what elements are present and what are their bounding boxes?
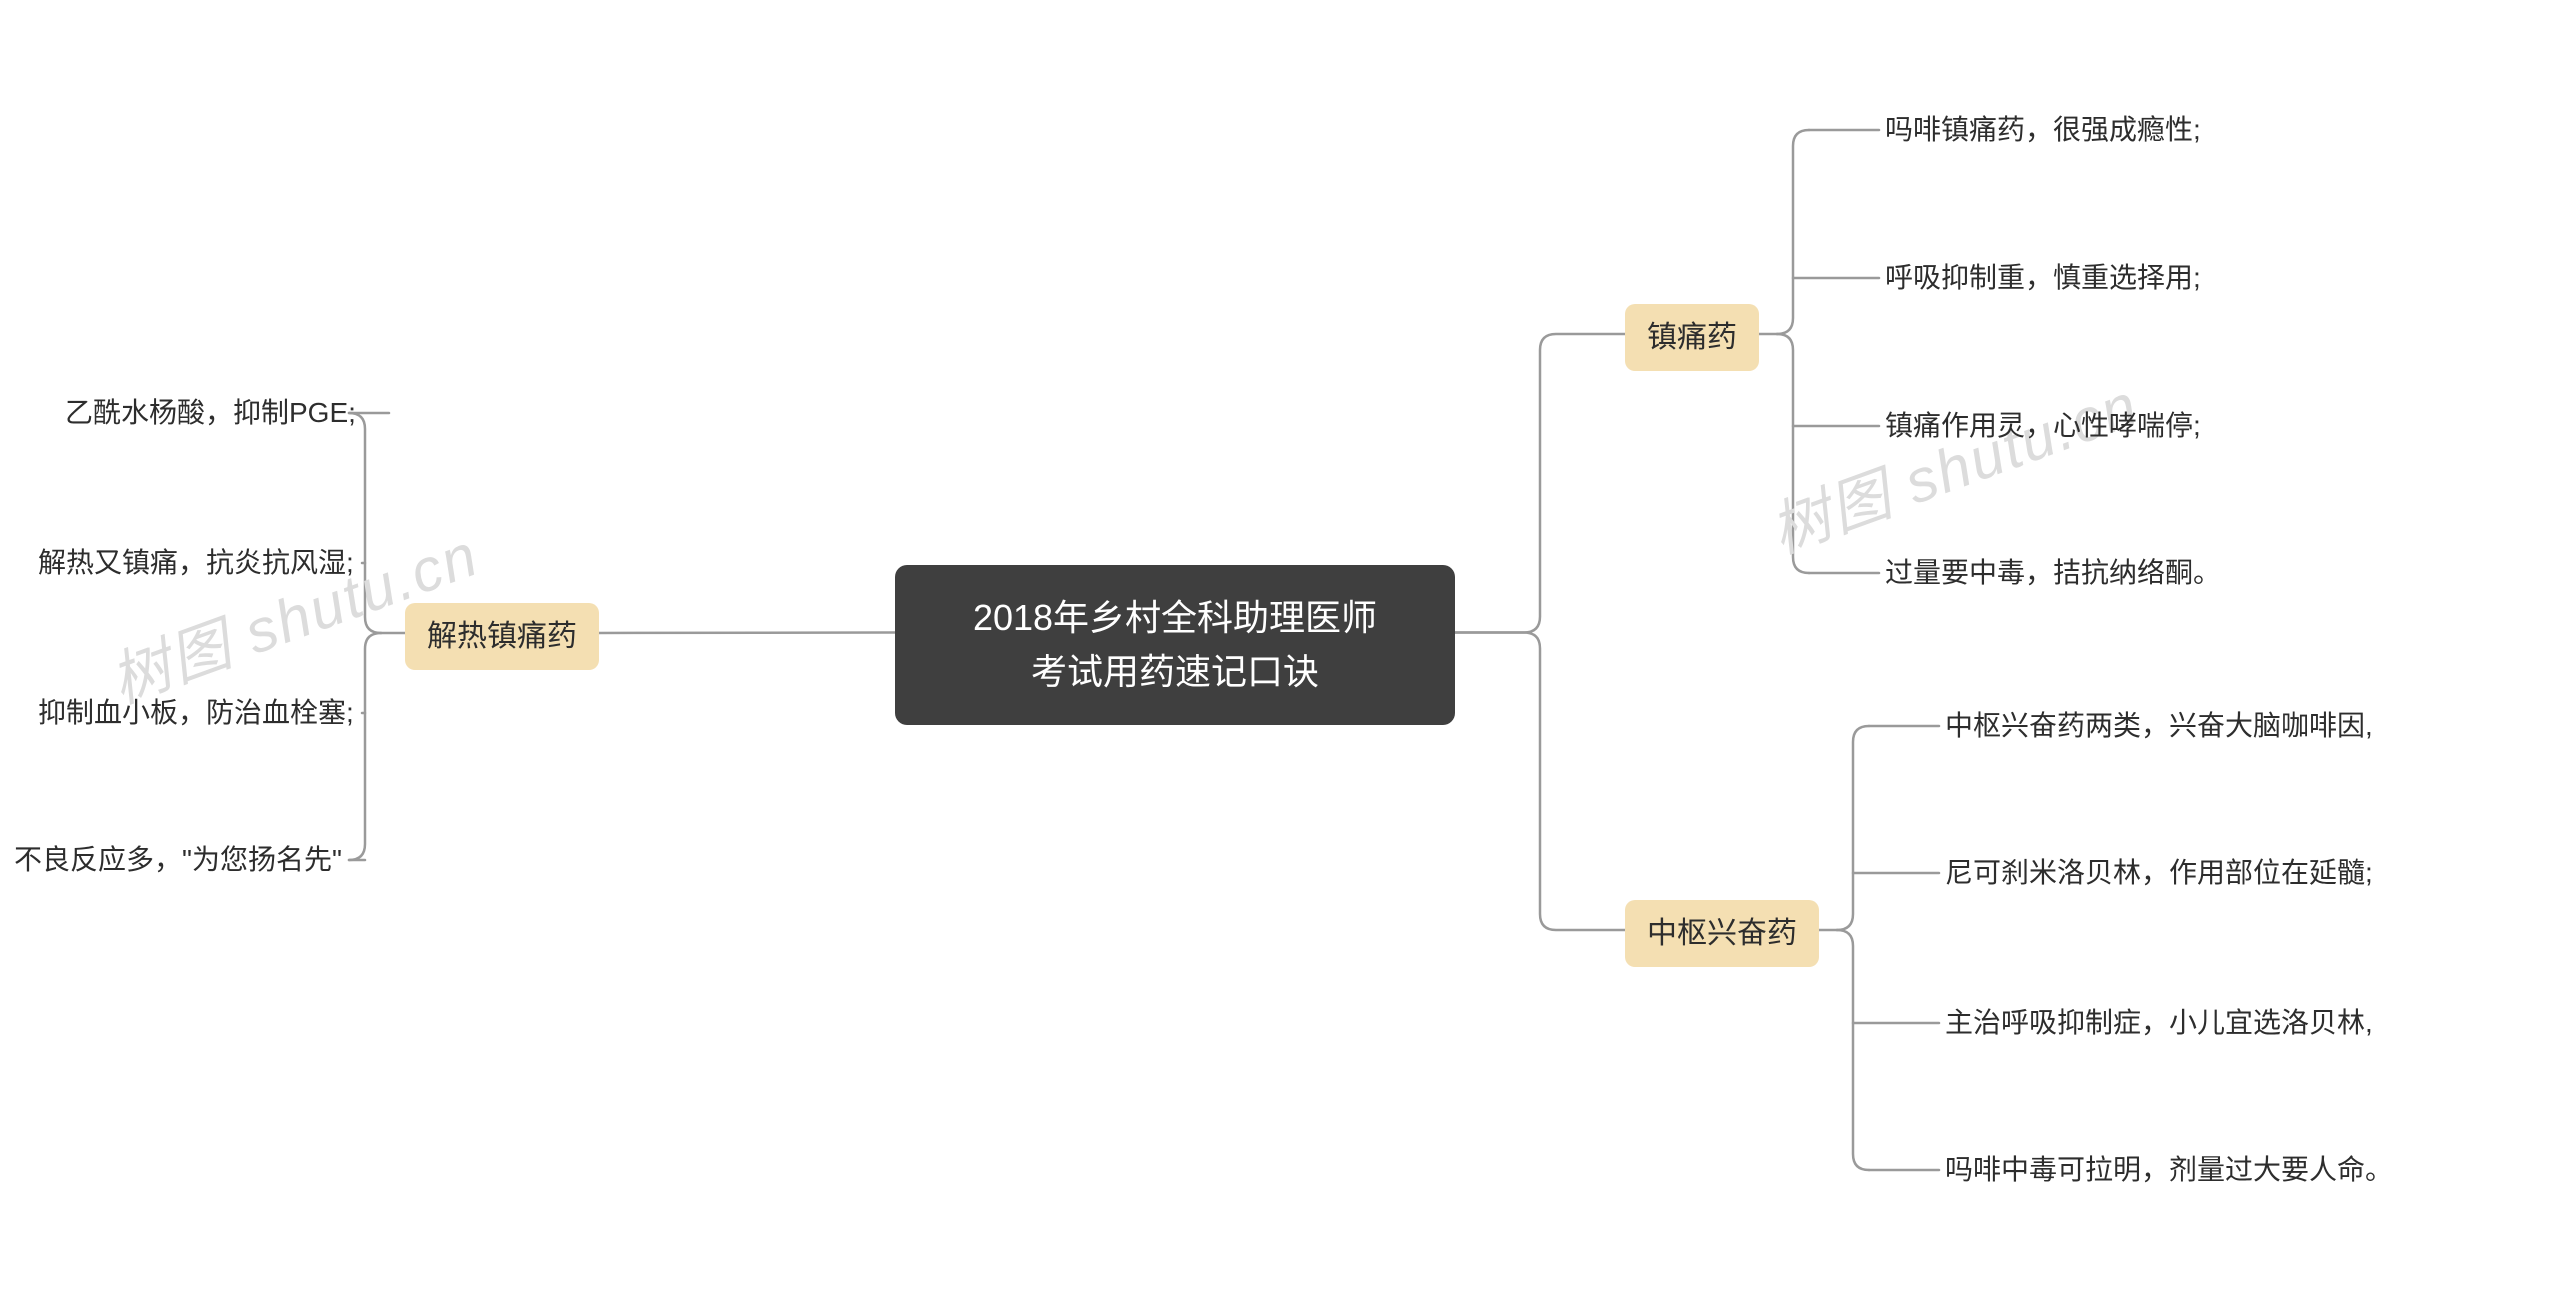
leaf-item: 吗啡镇痛药，很强成瘾性; <box>1885 112 2201 148</box>
leaf-item: 抑制血小板，防治血栓塞; <box>38 695 354 731</box>
root-node: 2018年乡村全科助理医师 考试用药速记口诀 <box>895 565 1455 725</box>
leaf-item: 镇痛作用灵，心性哮喘停; <box>1885 408 2201 444</box>
branch-cns-stimulant: 中枢兴奋药 <box>1625 900 1819 967</box>
leaf-item: 尼可刹米洛贝林，作用部位在延髓; <box>1945 855 2373 891</box>
mindmap-canvas: 树图 shutu.cn 树图 shutu.cn 2018年乡村全科助理医师 考试… <box>0 0 2560 1291</box>
watermark: 树图 shutu.cn <box>1757 357 2149 571</box>
leaf-item: 乙酰水杨酸，抑制PGE; <box>65 395 356 431</box>
branch-analgesic: 镇痛药 <box>1625 304 1759 371</box>
leaf-item: 吗啡中毒可拉明，剂量过大要人命。 <box>1945 1152 2393 1188</box>
leaf-item: 中枢兴奋药两类，兴奋大脑咖啡因, <box>1945 708 2373 744</box>
leaf-item: 主治呼吸抑制症，小儿宜选洛贝林, <box>1945 1005 2373 1041</box>
leaf-item: 解热又镇痛，抗炎抗风湿; <box>38 545 354 581</box>
leaf-item: 呼吸抑制重，慎重选择用; <box>1885 260 2201 296</box>
leaf-item: 不良反应多，"为您扬名先" <box>14 842 342 878</box>
branch-antipyretic: 解热镇痛药 <box>405 603 599 670</box>
leaf-item: 过量要中毒，拮抗纳络酮。 <box>1885 555 2221 591</box>
